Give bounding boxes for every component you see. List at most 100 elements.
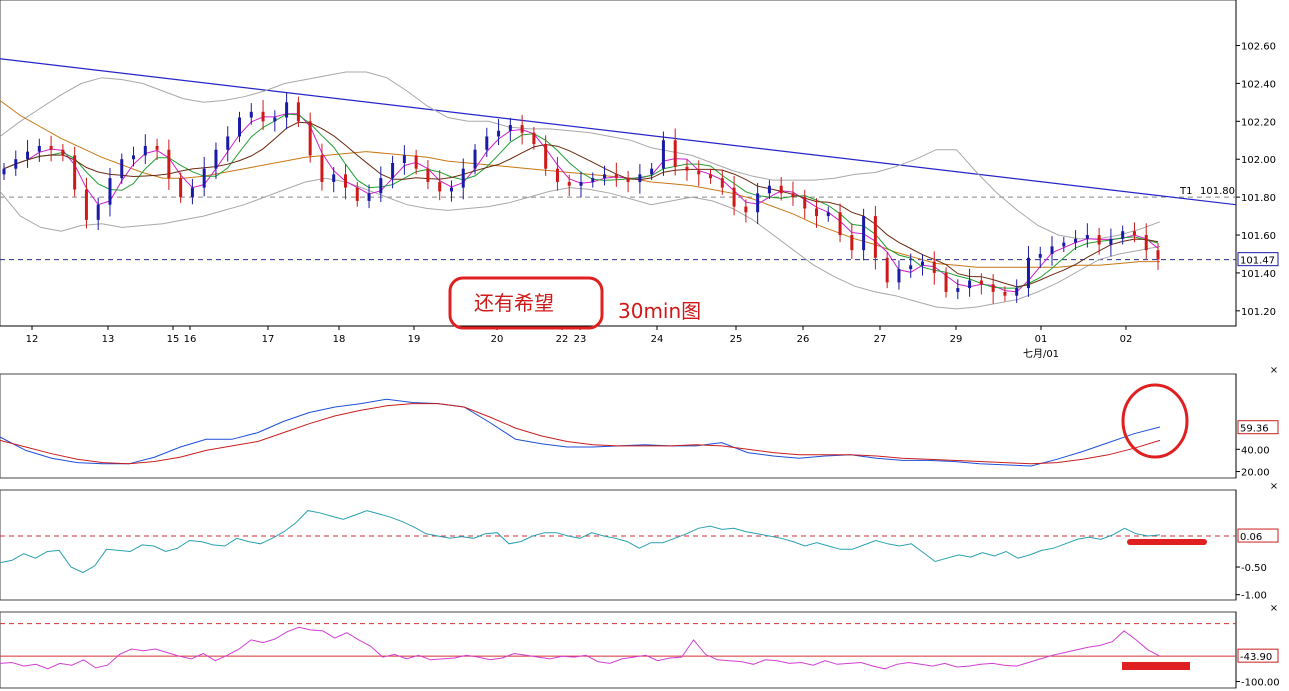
candle-body: [426, 168, 430, 182]
candle: [626, 170, 630, 193]
candle: [473, 144, 477, 175]
panel-close-icon: ×: [1270, 481, 1278, 492]
candle-body: [614, 174, 618, 179]
candle: [1003, 286, 1007, 302]
candle-body: [1109, 238, 1113, 245]
candle: [355, 181, 359, 207]
candle-body: [108, 178, 112, 205]
candle: [956, 279, 960, 300]
candle: [84, 177, 88, 229]
indicator-last-value-label: 0.06: [1240, 532, 1262, 543]
candle-body: [73, 155, 77, 190]
indicator-tick-label: 20.00: [1241, 468, 1270, 479]
candle-body: [2, 168, 6, 175]
candle-body: [873, 216, 877, 258]
candle-body: [143, 145, 147, 156]
candle-body: [497, 130, 501, 137]
candle: [897, 260, 901, 290]
candle-body: [84, 189, 88, 220]
annotation-underline-bottom: [1122, 662, 1190, 670]
candle: [37, 138, 41, 162]
candle: [979, 273, 983, 295]
candle: [1062, 236, 1066, 253]
candle-body: [438, 181, 442, 192]
candle-body: [944, 272, 948, 292]
candle-body: [273, 117, 277, 122]
candle: [1074, 230, 1078, 250]
candle: [73, 146, 77, 197]
indicator-plot-2: [0, 510, 1236, 574]
candle: [744, 199, 748, 223]
candle-body: [650, 168, 654, 175]
candle-body: [1085, 235, 1089, 239]
candle-body: [61, 149, 65, 156]
candle: [1121, 225, 1125, 245]
candle: [285, 92, 289, 130]
candle: [544, 135, 548, 176]
candle: [155, 138, 159, 160]
level-value-t1: 101.80: [1200, 186, 1235, 197]
indicator-tick-label: 40.00: [1241, 445, 1270, 456]
candle: [1144, 223, 1148, 259]
candle-body: [697, 170, 701, 175]
candle: [261, 100, 265, 131]
candle: [1109, 228, 1113, 257]
indicator-last-value-label: 59.36: [1240, 424, 1269, 435]
candle: [14, 150, 18, 176]
candle-body: [332, 174, 336, 182]
candle: [909, 253, 913, 278]
candle: [932, 251, 936, 285]
candle-body: [603, 174, 607, 179]
candle-body: [367, 193, 371, 201]
candle-body: [343, 174, 347, 188]
annotation-underline-mid: [1127, 539, 1207, 545]
candle-body: [1121, 231, 1125, 239]
candle: [815, 198, 819, 228]
candle-body: [308, 121, 312, 156]
candle-body: [37, 145, 41, 152]
price-tick-label: 101.20: [1241, 307, 1276, 318]
candle: [167, 139, 171, 190]
candle: [391, 155, 395, 189]
candle: [661, 131, 665, 176]
candle-body: [1156, 250, 1160, 260]
candle: [862, 208, 866, 261]
candle-body: [402, 155, 406, 163]
candle-body: [1097, 235, 1101, 245]
last-price-label: 101.47: [1240, 256, 1275, 267]
bollinger-lower-band: [0, 177, 1161, 310]
candle: [438, 170, 442, 201]
x-tick-label: 12: [26, 334, 39, 345]
candle-body: [1050, 246, 1054, 254]
candle: [532, 126, 536, 150]
candle-body: [485, 136, 489, 150]
candle-body: [709, 174, 713, 179]
annotation-box: [448, 276, 604, 330]
candle-body: [532, 132, 536, 145]
candle: [202, 156, 206, 197]
candle-body: [956, 288, 960, 292]
candle-body: [991, 284, 995, 292]
axis-labels-layer: × × × 102.60 102.40 102.20 102.00 101.80 101.60 1…: [26, 41, 1280, 688]
candle: [367, 184, 371, 209]
candle: [49, 135, 53, 162]
candle-body: [414, 155, 418, 169]
indicator-series-line: [0, 626, 1161, 670]
price-tick-label: 101.60: [1241, 231, 1276, 242]
indicator-series-line: [0, 510, 1161, 574]
price-panel-layer: [0, 58, 1236, 310]
candle-body: [732, 187, 736, 207]
candle: [791, 181, 795, 206]
indicator-tick-label: -1.00: [1241, 591, 1267, 602]
candle-body: [508, 125, 512, 131]
candle-body: [179, 178, 183, 198]
candle: [308, 112, 312, 163]
candle-body: [1074, 238, 1078, 243]
panel-close-icon: ×: [1270, 365, 1278, 376]
candle-body: [744, 206, 748, 213]
candle: [756, 183, 760, 225]
candle: [143, 134, 147, 165]
candle: [238, 111, 242, 143]
candle-body: [190, 187, 194, 198]
candle-body: [591, 178, 595, 182]
